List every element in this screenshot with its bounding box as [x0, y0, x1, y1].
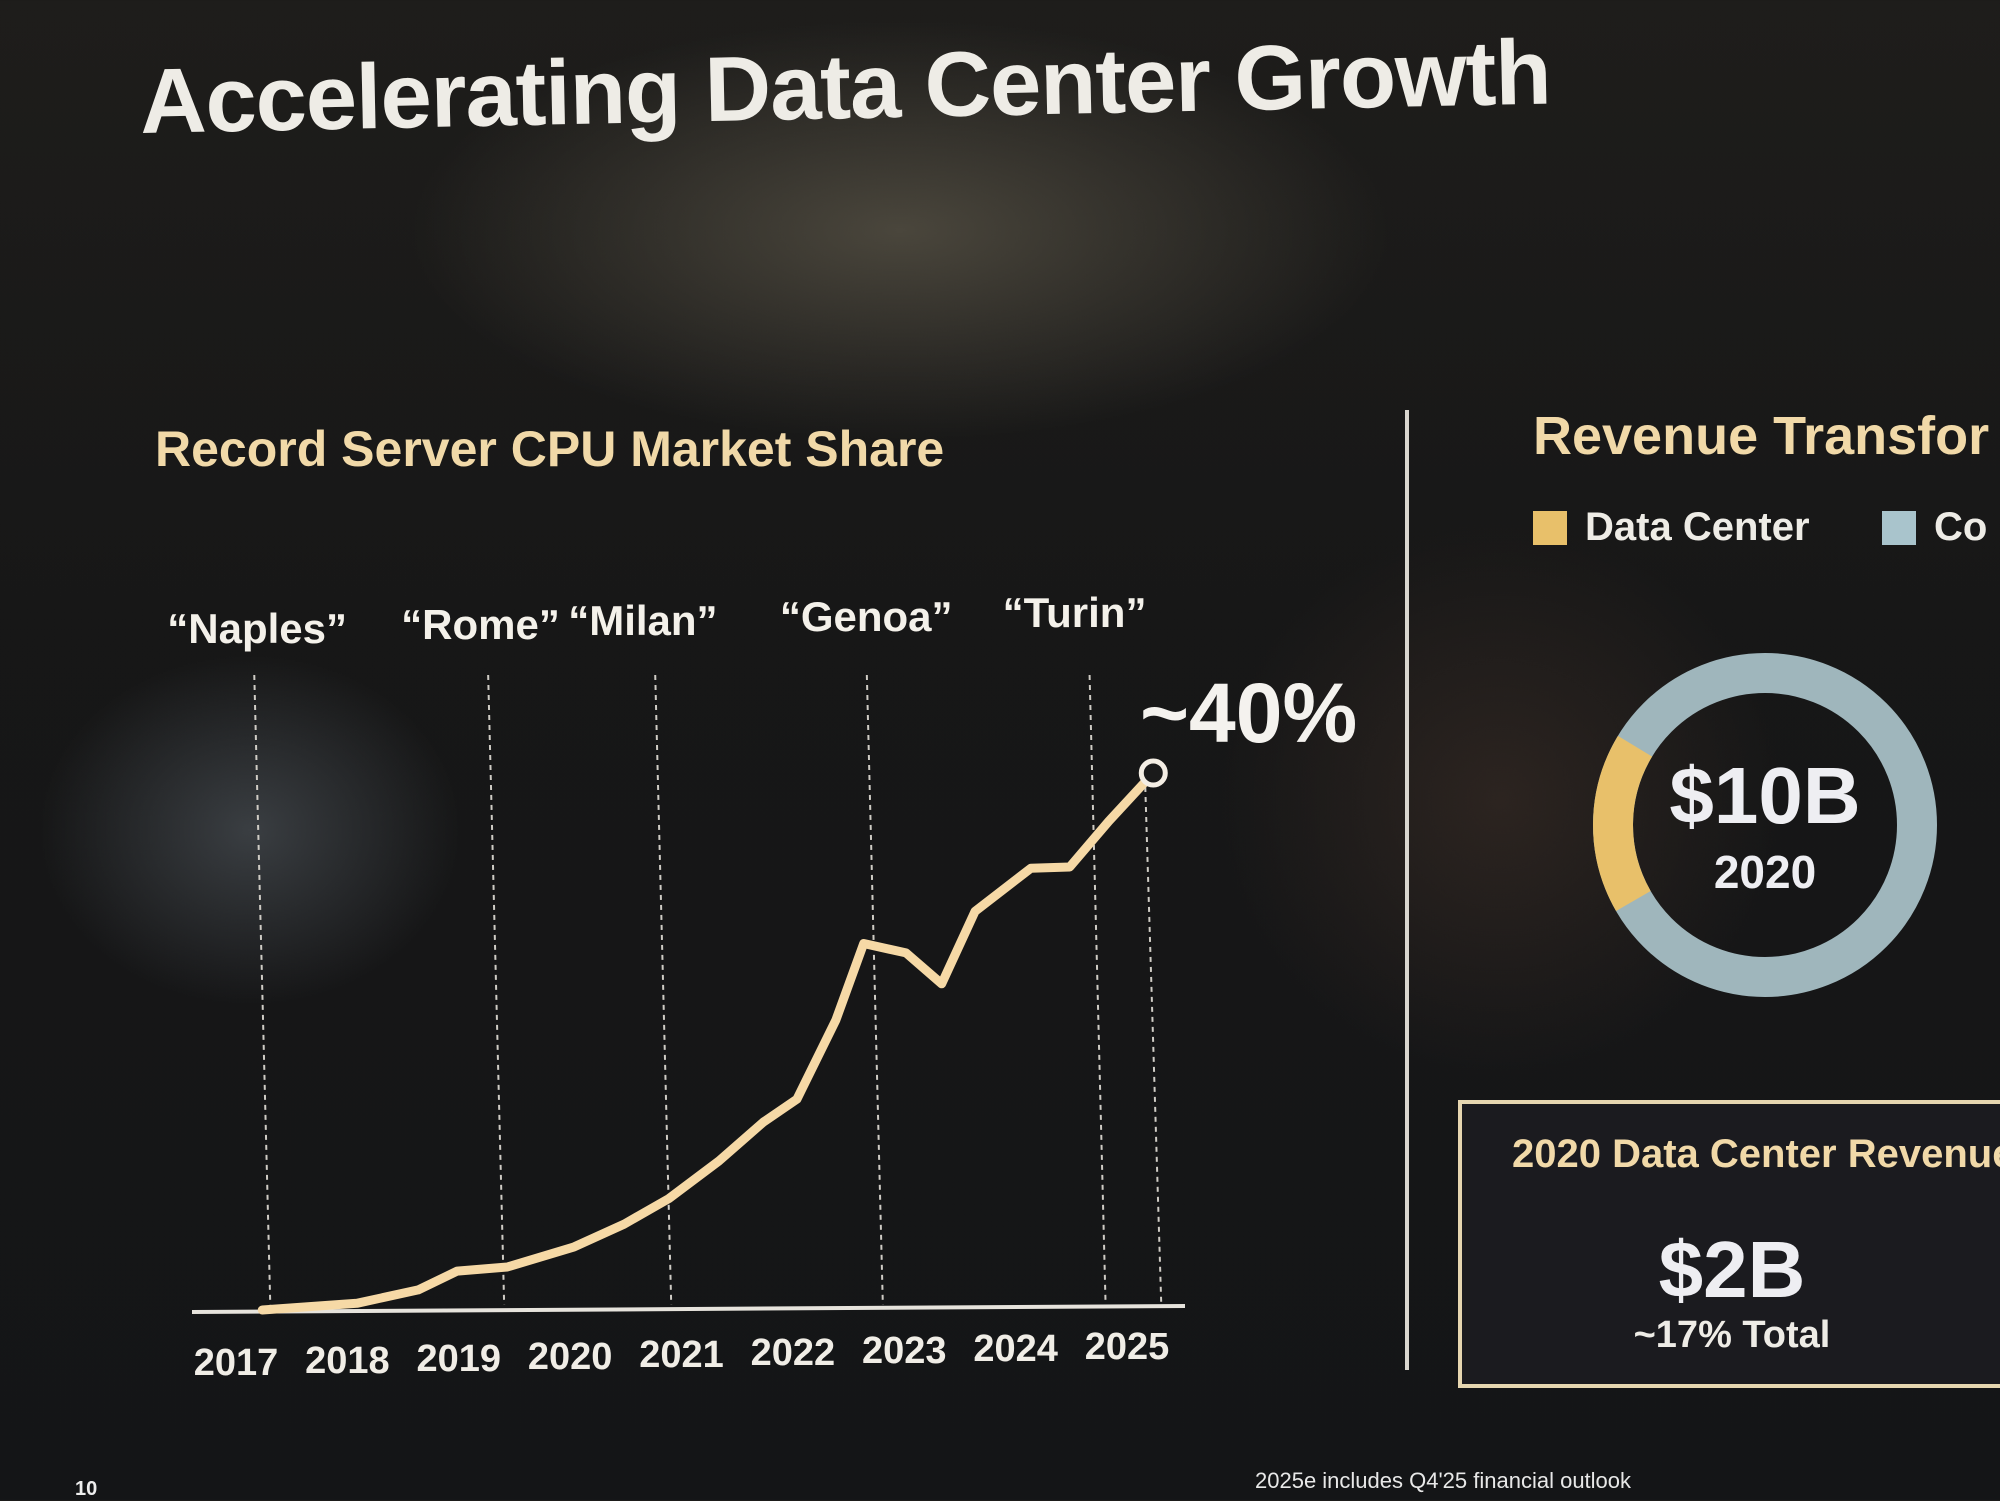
donut-year: 2020 — [1713, 846, 1817, 898]
endpoint-drop-line — [1144, 786, 1163, 1306]
x-tick-label: 2024 — [973, 1328, 1058, 1370]
box-subtitle: ~17% Total — [1633, 1314, 1831, 1356]
market-share-line — [257, 768, 1158, 1315]
x-tick-label: 2023 — [861, 1330, 947, 1372]
x-tick-label: 2018 — [305, 1340, 390, 1382]
revenue-box: 2020 Data Center Revenue $2B ~17% Total — [1458, 1100, 2000, 1388]
revenue-donut — [1593, 653, 1937, 997]
box-value: $2B — [1658, 1225, 1806, 1314]
release-marker-line — [1088, 674, 1107, 1306]
legend-data-center: Data Center — [1533, 505, 1810, 550]
release-codename: “Genoa” — [779, 593, 953, 640]
release-marker-line — [865, 674, 884, 1306]
market-share-title: Record Server CPU Market Share — [155, 421, 945, 477]
x-tick-label: 2017 — [193, 1342, 279, 1384]
share-callout: ~40% — [1140, 666, 1358, 760]
legend-label: Co — [1934, 505, 1988, 549]
x-tick-label: 2022 — [750, 1332, 836, 1374]
release-marker-line — [253, 674, 272, 1306]
legend-swatch-other — [1882, 510, 1916, 545]
x-tick-label: 2021 — [639, 1334, 724, 1376]
release-marker-line — [654, 674, 673, 1306]
legend-label: Data Center — [1585, 505, 1810, 549]
release-codename: “Naples” — [167, 605, 347, 652]
x-tick-label: 2020 — [527, 1336, 613, 1378]
donut-data-center-segment — [1593, 653, 1937, 997]
market-share-chart — [191, 674, 1186, 1315]
x-axis — [191, 1304, 1186, 1314]
release-codename: “Rome” — [401, 601, 560, 648]
release-codename: “Milan” — [568, 597, 718, 644]
legend-swatch-data-center — [1533, 510, 1567, 545]
box-title: 2020 Data Center Revenue — [1512, 1132, 2000, 1176]
release-codename: “Turin” — [1002, 589, 1147, 636]
revenue-title: Revenue Transfor — [1533, 406, 1990, 466]
donut-value: $10B — [1669, 751, 1861, 840]
x-tick-label: 2025 — [1084, 1326, 1170, 1368]
panel-divider — [1405, 410, 1409, 1370]
page-number: 10 — [75, 1478, 98, 1500]
endpoint-marker — [1138, 758, 1168, 788]
release-marker-line — [487, 674, 506, 1306]
x-tick-label: 2019 — [416, 1338, 502, 1380]
legend-other: Co — [1882, 505, 1987, 550]
footnote: 2025e includes Q4'25 financial outlook — [1255, 1468, 1632, 1493]
